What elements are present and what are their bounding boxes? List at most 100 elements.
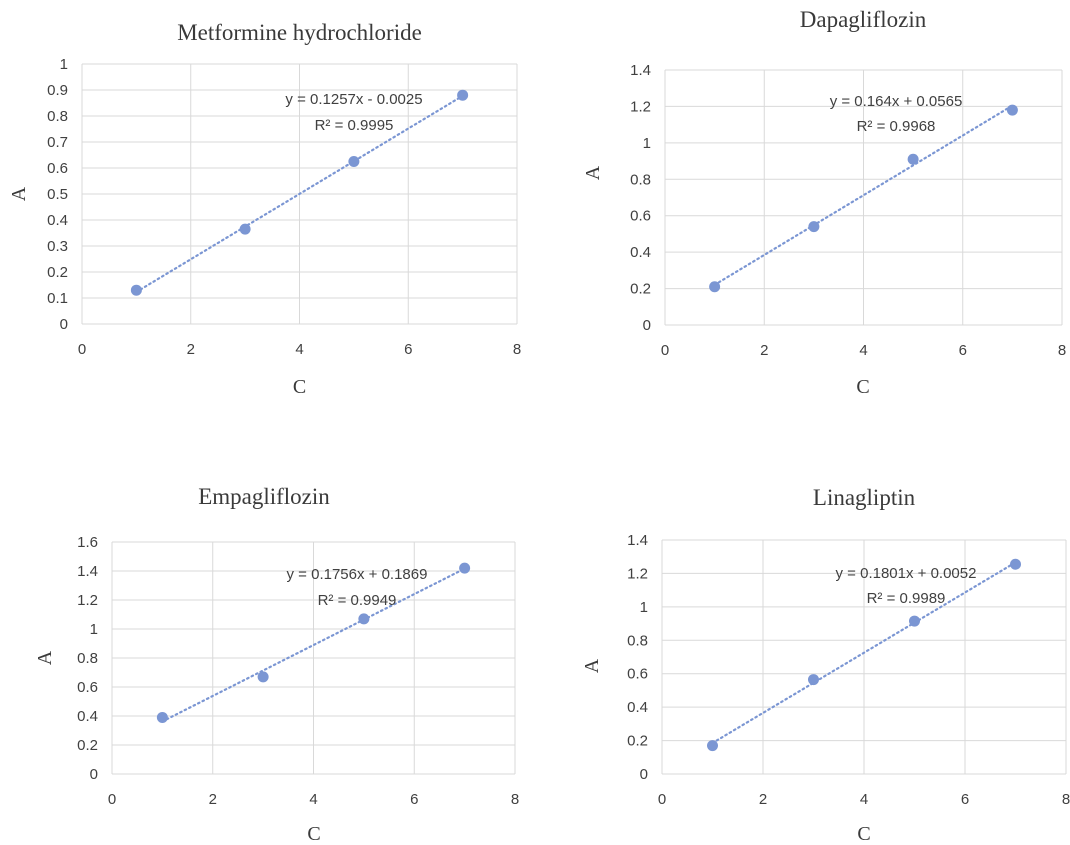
- x-axis-title: C: [293, 376, 306, 398]
- data-point: [156, 711, 168, 723]
- x-axis-title: C: [857, 823, 870, 845]
- trendline-r-squared: R² = 0.9968: [857, 118, 936, 135]
- data-point: [1010, 558, 1021, 570]
- trendline-r-squared: R² = 0.9995: [315, 117, 394, 134]
- x-tick-label: 4: [860, 791, 868, 808]
- y-tick-layer: 0 0.1 0.2 0.3 0.4 0.5 0.6 0.7 0.8 0.9 1: [47, 56, 68, 333]
- data-point: [348, 156, 360, 167]
- y-tick-label: 1.4: [77, 563, 98, 580]
- x-tick-label: 8: [513, 341, 521, 358]
- x-tick-label: 8: [1058, 342, 1066, 359]
- marker-layer: [130, 89, 469, 296]
- y-tick-label: 1.4: [627, 532, 648, 549]
- y-tick-label: 1.2: [627, 565, 648, 582]
- y-tick-label: 0.6: [630, 208, 651, 225]
- y-tick-label: 0.8: [627, 632, 648, 649]
- y-axis-title: A: [582, 165, 604, 180]
- data-point: [1006, 104, 1018, 116]
- x-tick-label: 0: [658, 791, 666, 808]
- y-tick-layer: 0 0.2 0.4 0.6 0.8 1 1.2 1.4: [630, 62, 651, 334]
- data-point: [358, 613, 370, 625]
- y-tick-label: 0.1: [47, 290, 68, 307]
- x-tick-label: 0: [108, 791, 116, 808]
- x-tick-label: 6: [404, 341, 412, 358]
- x-tick-layer: 0 2 4 6 8: [658, 791, 1070, 808]
- x-tick-label: 4: [859, 342, 867, 359]
- x-tick-layer: 0 2 4 6 8: [108, 791, 519, 808]
- trendline-equation: y = 0.1801x + 0.0052: [836, 565, 977, 582]
- y-tick-label: 0.8: [77, 650, 98, 667]
- data-point: [709, 281, 721, 293]
- chart-panel-metformine: 0 2 4 6 8 0 0.1 0.2 0.3 0.4 0.5 0.6 0.7 0.8 0.9 1 Metf…: [8, 20, 521, 398]
- y-tick-label: 0.7: [47, 134, 68, 151]
- trendline-equation: y = 0.164x + 0.0565: [830, 93, 963, 110]
- trendline-equation: y = 0.1257x - 0.0025: [285, 91, 422, 108]
- x-tick-label: 2: [760, 342, 768, 359]
- trendline-r-squared: R² = 0.9989: [867, 590, 946, 607]
- data-point: [909, 615, 920, 627]
- chart-panel-dapagliflozin: 0 2 4 6 8 0 0.2 0.4 0.6 0.8 1 1.2 1.4 Dapagliflozin…: [582, 7, 1066, 398]
- x-tick-label: 2: [209, 791, 217, 808]
- y-tick-label: 1: [643, 135, 651, 152]
- data-point: [808, 674, 819, 686]
- y-tick-label: 0.5: [47, 186, 68, 203]
- y-tick-label: 1.2: [630, 98, 651, 115]
- x-tick-label: 2: [187, 341, 195, 358]
- chart-panel-empagliflozin: 0 2 4 6 8 0 0.2 0.4 0.6 0.8 1 1.2 1.4 1.6 Empagliflo…: [34, 484, 519, 845]
- y-tick-label: 0.4: [627, 699, 648, 716]
- data-point: [239, 223, 251, 235]
- x-tick-label: 6: [961, 791, 969, 808]
- trendline-r-squared: R² = 0.9949: [318, 592, 397, 609]
- marker-layer: [156, 562, 471, 723]
- y-tick-layer: 0 0.2 0.4 0.6 0.8 1 1.2 1.4 1.6: [77, 534, 98, 783]
- y-tick-label: 0.6: [627, 666, 648, 683]
- y-tick-label: 0: [90, 766, 98, 783]
- y-tick-label: 0: [60, 316, 68, 333]
- trendline: [711, 561, 1017, 745]
- x-tick-label: 6: [959, 342, 967, 359]
- y-tick-label: 0.6: [77, 679, 98, 696]
- x-axis-title: C: [307, 823, 320, 845]
- data-point: [808, 221, 820, 233]
- y-tick-label: 1: [60, 56, 68, 73]
- trendline: [161, 567, 466, 723]
- y-tick-layer: 0 0.2 0.4 0.6 0.8 1 1.2 1.4: [627, 532, 648, 783]
- y-tick-label: 0.8: [630, 171, 651, 188]
- y-tick-label: 0.4: [630, 244, 651, 261]
- data-point: [457, 89, 469, 101]
- y-tick-label: 1: [90, 621, 98, 638]
- x-tick-label: 8: [511, 791, 519, 808]
- x-tick-label: 0: [78, 341, 86, 358]
- y-tick-label: 1.6: [77, 534, 98, 551]
- data-point: [130, 284, 142, 296]
- y-tick-label: 0: [640, 766, 648, 783]
- grid-layer: [664, 69, 1063, 326]
- chart-panel-linagliptin: 0 2 4 6 8 0 0.2 0.4 0.6 0.8 1 1.2 1.4 Linagliptin C…: [581, 485, 1070, 845]
- trendline: [713, 104, 1014, 286]
- y-tick-label: 0.2: [630, 281, 651, 298]
- x-tick-label: 2: [759, 791, 767, 808]
- chart-title: Dapagliflozin: [800, 7, 927, 32]
- y-tick-label: 0.4: [47, 212, 68, 229]
- y-tick-label: 0.6: [47, 160, 68, 177]
- marker-layer: [707, 558, 1021, 752]
- y-tick-label: 0.9: [47, 82, 68, 99]
- y-axis-title: A: [34, 650, 56, 665]
- x-tick-label: 8: [1062, 791, 1070, 808]
- data-point: [257, 671, 269, 683]
- grid-layer: [661, 539, 1067, 775]
- y-axis-title: A: [8, 186, 30, 201]
- data-point: [459, 562, 471, 574]
- y-axis-title: A: [581, 658, 603, 673]
- y-tick-label: 0.2: [47, 264, 68, 281]
- trendline-equation: y = 0.1756x + 0.1869: [287, 566, 428, 583]
- x-tick-label: 6: [410, 791, 418, 808]
- x-tick-label: 4: [309, 791, 317, 808]
- trendline: [135, 94, 464, 294]
- x-tick-layer: 0 2 4 6 8: [661, 342, 1066, 359]
- x-axis-title: C: [856, 376, 869, 398]
- x-tick-layer: 0 2 4 6 8: [78, 341, 521, 358]
- data-point: [707, 740, 718, 752]
- chart-title: Empagliflozin: [198, 484, 330, 509]
